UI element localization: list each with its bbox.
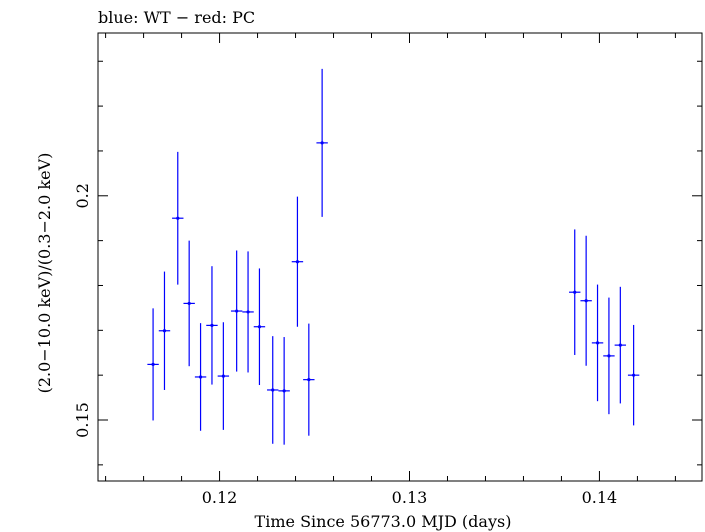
point-marker [618,343,622,347]
point-marker [607,354,611,358]
point-marker [162,329,167,333]
x-tick-label: 0.14 [582,488,618,507]
data-point [158,271,171,390]
y-axis-label: (2.0−10.0 keV)/(0.3−2.0 keV) [35,153,54,394]
data-point [267,336,279,444]
data-point [303,323,315,436]
x-axis-ticks: 0.12 0.13 0.14 [105,33,676,507]
x-tick-label: 0.13 [392,488,428,507]
point-marker [307,378,311,382]
point-marker [320,141,324,145]
data-point [242,251,254,373]
data-point [603,297,615,415]
x-tick-label: 0.12 [202,488,238,507]
point-marker [282,389,286,393]
point-marker [246,310,250,314]
data-point [194,323,207,431]
data-point [217,322,230,430]
data-point [172,151,184,285]
data-point [627,324,640,426]
x-axis-label: Time Since 56773.0 MJD (days) [255,512,512,531]
data-point [206,266,218,385]
point-marker [210,323,214,327]
point-marker [198,375,203,379]
data-point [569,229,581,355]
point-marker [221,374,225,378]
point-marker [151,362,155,367]
data-point [183,240,195,367]
point-marker [573,290,577,294]
point-marker [235,309,239,313]
data-point [316,68,328,217]
point-marker [632,373,636,377]
point-marker [584,299,588,303]
point-marker [187,301,191,306]
point-marker [176,216,180,220]
y-axis-ticks: 0.15 0.2 [73,60,702,466]
point-marker [271,388,275,392]
data-point [591,284,604,402]
point-marker [595,341,600,345]
data-point [291,196,304,327]
data-point [278,337,290,445]
plot-frame [97,32,703,482]
chart-title: blue: WT − red: PC [98,8,255,27]
data-points [147,68,640,445]
data-point [253,268,266,386]
data-point [614,286,627,404]
data-point [147,308,159,421]
point-marker [257,325,262,329]
y-tick-label: 0.2 [73,183,92,208]
y-tick-label: 0.15 [73,402,92,438]
data-point [580,235,592,366]
data-point [230,250,243,372]
point-marker [295,260,300,264]
